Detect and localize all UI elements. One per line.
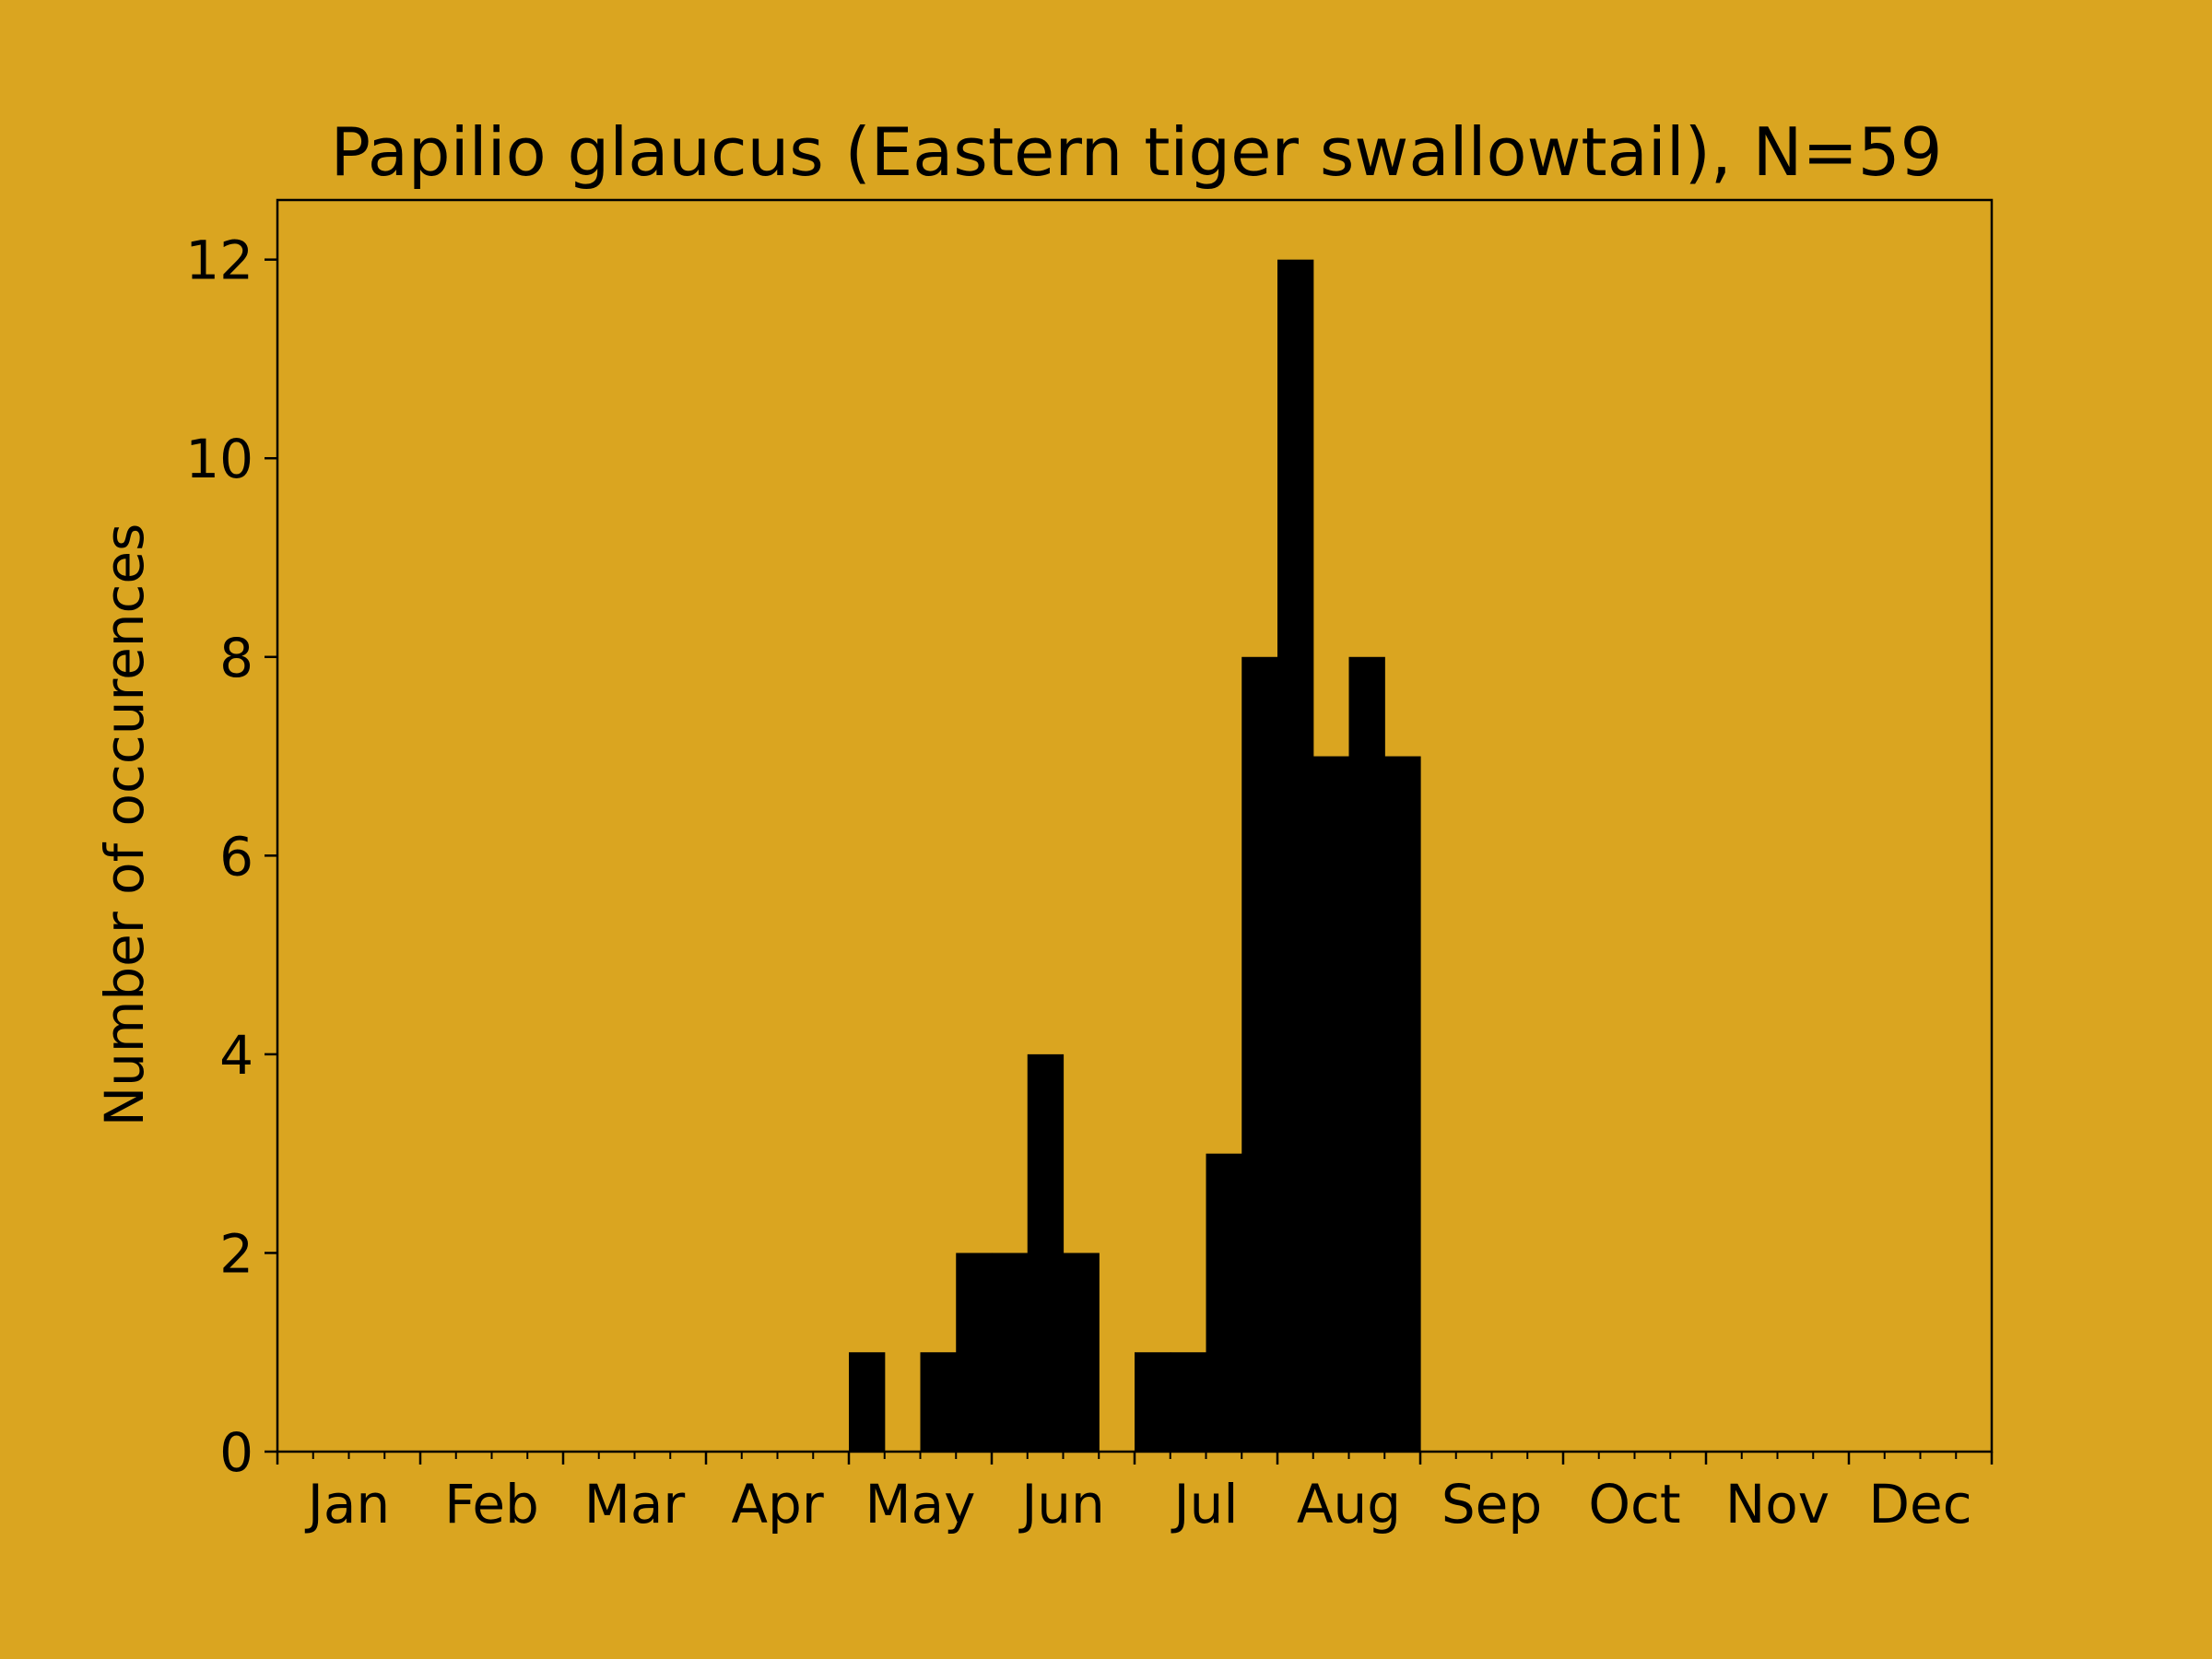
histogram-bars [849,259,1421,1453]
y-axis-label: Number of occurences [93,524,156,1127]
x-tick-label: Mar [584,1473,686,1535]
y-tick-label: 12 [185,229,253,292]
x-tick-label: Jan [305,1473,390,1535]
y-tick-label: 4 [219,1024,253,1087]
x-tick-label: Sep [1441,1473,1542,1535]
x-tick-label: May [865,1473,976,1535]
x-tick-label: Oct [1588,1473,1680,1535]
histogram-bar [849,1352,886,1452]
histogram-bar [1241,656,1278,1452]
y-tick-label: 0 [219,1421,253,1484]
x-tick-label: Jul [1171,1473,1239,1535]
x-tick-label: Jun [1018,1473,1105,1535]
histogram-bar [1312,756,1350,1452]
plot-area-frame [276,198,1994,1453]
histogram-bar [1063,1253,1100,1452]
y-tick-label: 10 [185,428,253,490]
histogram-bar [1348,656,1385,1452]
y-tick-label: 6 [219,825,253,888]
histogram-bar [1170,1352,1207,1452]
histogram-bar [1277,259,1314,1453]
histogram-bar [956,1253,993,1452]
histogram-bar [1384,756,1421,1452]
y-tick-label: 8 [219,627,253,689]
y-axis: 0 2 4 6 8 10 12 [185,229,277,1484]
histogram-bar [920,1352,957,1452]
x-tick-label: Feb [444,1473,539,1535]
x-axis: Jan Feb Mar Apr May Jun Jul Aug Sep Oct Nov Dec [276,1452,1994,1535]
histogram-bar [1027,1053,1065,1452]
histogram-bar [1135,1352,1171,1452]
x-tick-label: Apr [731,1473,823,1535]
x-tick-label: Aug [1297,1473,1401,1535]
x-tick-label: Nov [1725,1473,1830,1535]
x-tick-label: Dec [1868,1473,1971,1535]
histogram-bar [1206,1153,1242,1452]
histogram-bar [992,1253,1029,1452]
y-tick-label: 2 [219,1222,253,1285]
chart-title: Papilio glaucus (Eastern tiger swallowta… [331,113,1943,191]
